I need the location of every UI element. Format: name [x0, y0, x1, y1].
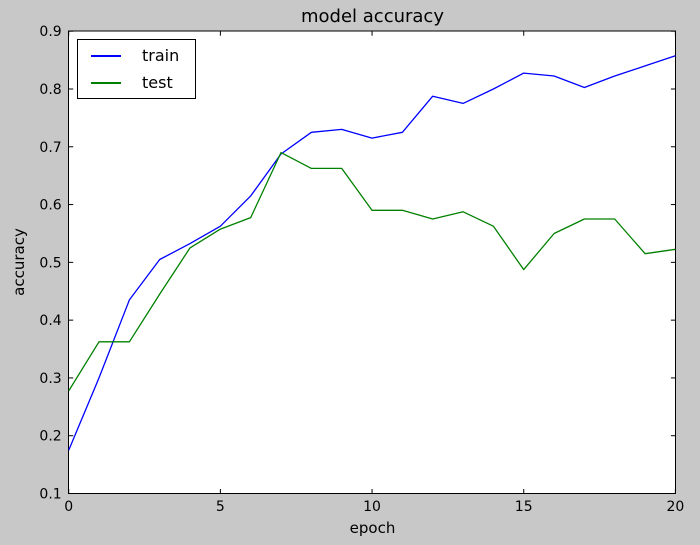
chart-title: model accuracy: [301, 6, 444, 27]
x-tick-label: 10: [363, 499, 381, 515]
x-tick-label: 5: [216, 499, 225, 515]
y-axis-label: accuracy: [10, 228, 28, 296]
legend-label-train: train: [142, 45, 180, 65]
y-tick-label: 0.6: [39, 198, 61, 214]
y-tick-label: 0.3: [39, 371, 61, 387]
plot-area: [68, 30, 676, 494]
x-axis-label: epoch: [349, 519, 396, 537]
legend-item-test: test: [91, 70, 195, 96]
test-line: [68, 151, 676, 392]
legend-item-train: train: [91, 43, 195, 69]
y-tick-label: 0.7: [39, 140, 61, 156]
x-tick-label: 15: [515, 499, 533, 515]
y-tick-label: 0.2: [39, 429, 61, 445]
y-tick-label: 0.5: [39, 255, 61, 271]
y-tick-label: 0.4: [39, 313, 61, 329]
y-tick-label: 0.8: [39, 82, 61, 98]
y-tick-label: 0.1: [39, 487, 61, 503]
x-tick-label: 20: [666, 499, 684, 515]
train-line: [68, 55, 676, 451]
legend: train test: [77, 39, 196, 99]
train-line-swatch: [91, 54, 121, 57]
legend-label-test: test: [142, 72, 173, 92]
x-tick-label: 0: [64, 499, 73, 515]
test-line-swatch: [91, 81, 121, 84]
y-tick-label: 0.9: [39, 24, 61, 40]
